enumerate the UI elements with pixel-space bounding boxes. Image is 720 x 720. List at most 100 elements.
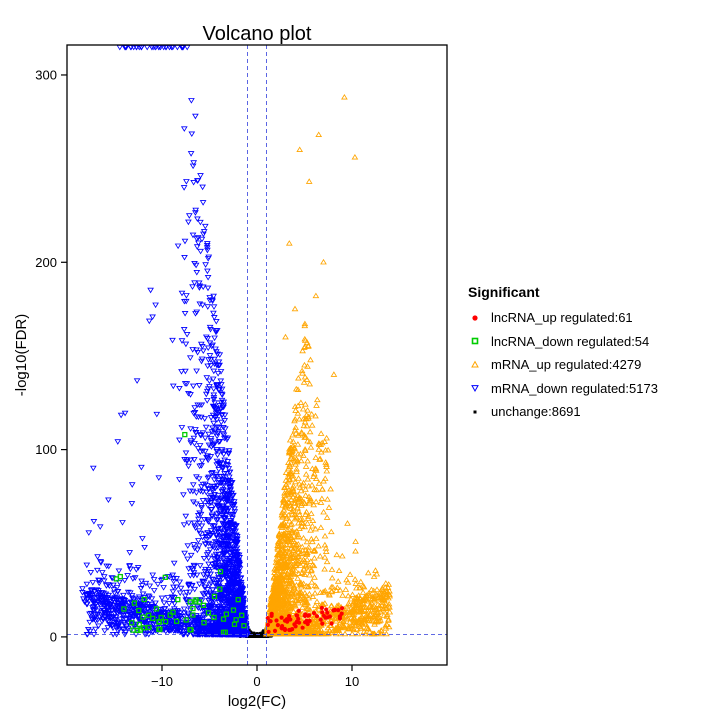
data-point [215,498,223,505]
data-point [192,525,199,532]
data-point [338,552,346,559]
data-point [202,590,210,597]
data-point [200,555,208,562]
data-point [189,284,196,290]
data-point [210,564,218,570]
data-point [205,357,212,363]
data-point [209,602,216,609]
data-point [252,634,255,637]
data-point [129,617,136,623]
data-point [136,602,144,609]
data-point [221,426,229,432]
data-point [202,391,210,398]
data-point [193,269,201,276]
data-point [191,441,198,447]
data-point [83,581,91,588]
data-point [199,625,207,632]
data-point [237,585,244,591]
data-point [315,542,322,549]
data-point [225,451,232,457]
data-point [249,631,252,634]
data-point [315,606,323,612]
data-point [116,616,124,623]
data-point [198,523,206,530]
data-point [302,463,310,469]
data-point [307,510,315,516]
data-point [182,597,190,604]
data-point [197,173,204,179]
data-point [249,634,252,637]
data-point [198,458,206,465]
data-point [220,424,227,431]
data-point [227,535,234,541]
data-point [207,470,215,477]
data-point [141,606,149,612]
data-point [182,368,189,375]
data-point [287,453,295,460]
data-point [203,245,211,251]
data-point [212,329,220,336]
data-point [228,547,236,553]
data-point [373,570,381,577]
data-point [208,576,216,583]
data-point [204,274,212,281]
data-point [206,378,213,385]
data-point [87,610,95,617]
data-point [90,518,98,525]
data-point [199,430,207,436]
data-point [207,438,215,444]
data-point [180,610,188,616]
data-point [259,634,262,637]
data-point [220,505,227,511]
data-point [176,590,184,597]
data-point [183,179,190,185]
data-point [198,463,205,469]
data-point [104,582,112,588]
data-point [242,618,249,625]
data-point [335,567,343,574]
data-point [305,413,312,420]
data-point [229,561,237,568]
data-point [117,603,125,609]
data-point [211,335,218,342]
data-point [196,581,203,588]
data-point [95,623,102,630]
data-point [222,488,230,495]
data-point [176,477,183,483]
data-point [87,588,95,594]
data-point [188,131,196,138]
data-point [92,612,99,619]
data-point [299,405,307,412]
data-point [164,595,172,601]
data-point [164,574,172,580]
data-point [230,538,238,545]
data-point [153,411,161,418]
data-point [131,575,139,581]
data-point [231,523,238,530]
data-point [300,534,307,541]
data-point [352,580,360,587]
data-point [112,616,120,623]
data-point [170,628,178,634]
data-point [285,548,293,554]
data-point [220,399,228,406]
data-point [215,439,223,446]
data-point [114,621,121,627]
data-point [190,179,197,186]
data-point [210,442,218,448]
data-point [235,571,243,578]
data-point [301,523,309,530]
data-point [205,561,212,568]
data-point [212,609,220,615]
data-point [234,558,241,564]
data-point [201,223,209,230]
data-point [122,603,130,609]
data-point [203,375,211,381]
data-point [219,461,227,468]
data-point [217,508,224,515]
data-point [165,601,173,607]
data-point [89,580,97,586]
data-point [237,579,245,586]
data-point [190,499,197,506]
data-point [286,436,294,443]
